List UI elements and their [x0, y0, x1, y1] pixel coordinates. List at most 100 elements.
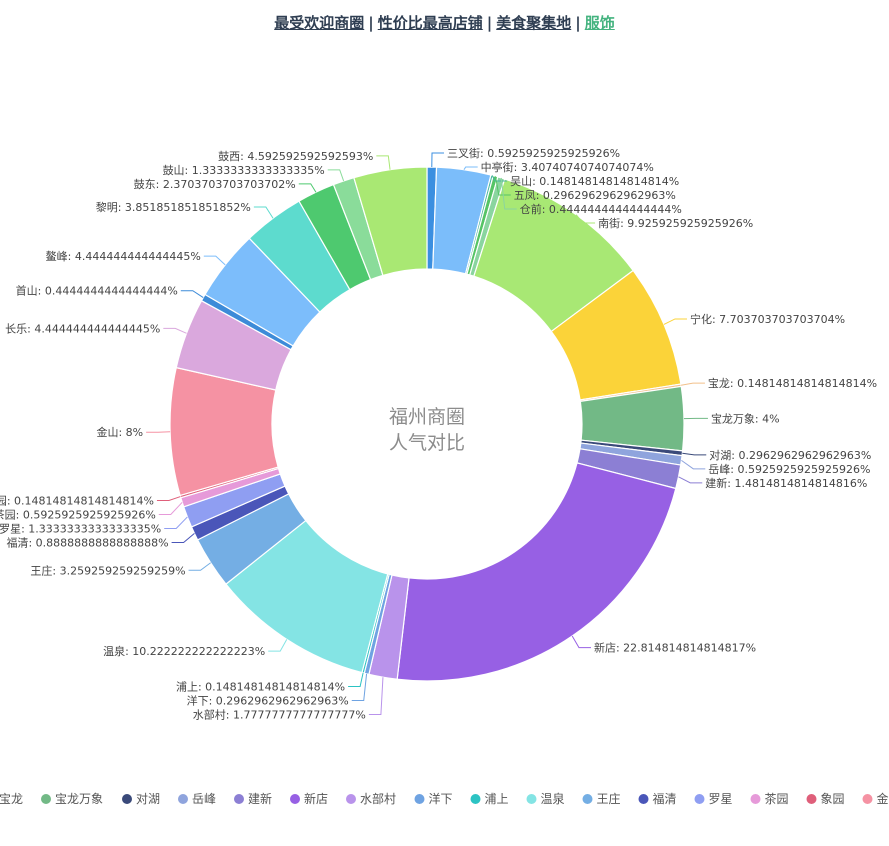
slice-label: 浦上: 0.14814814814814814% [176, 680, 345, 693]
tab-separator: | [368, 14, 374, 32]
label-leader-line [253, 206, 274, 219]
label-leader-line [681, 459, 706, 470]
slice-label: 金山: 8% [96, 425, 143, 439]
label-leader-line [500, 177, 517, 210]
label-leader-line [171, 533, 195, 544]
label-leader-line [680, 382, 705, 386]
label-leader-line [575, 214, 596, 224]
legend-item[interactable]: 福清 [638, 791, 677, 806]
legend-label: 建新 [248, 791, 272, 806]
label-leader-line [351, 673, 368, 701]
slice-label: 宝龙万象: 4% [711, 411, 780, 425]
slice-label: 南街: 9.925925925925926% [598, 216, 753, 230]
legend-label: 宝龙 [0, 792, 23, 806]
slice-label: 鼓东: 2.3703703703703702% [134, 177, 296, 191]
legend-marker [41, 794, 51, 804]
slice-label: 三叉街: 0.5925925925925926% [447, 146, 620, 160]
legend-label: 福清 [653, 791, 677, 806]
slice-label: 洋下: 0.2962962962962963% [187, 693, 349, 707]
slice-label: 宝龙: 0.14814814814814814% [708, 376, 877, 390]
legend-item[interactable]: 象园 [806, 792, 845, 806]
slice-label: 对湖: 0.2962962962962963% [709, 448, 871, 462]
label-leader-line [571, 635, 591, 649]
legend-marker [694, 794, 705, 804]
tab-best-value-shops[interactable]: 性价比最高店铺 [377, 14, 483, 32]
legend-marker [582, 794, 593, 804]
legend-item[interactable]: 茶园 [750, 791, 789, 806]
legend-marker [470, 794, 481, 804]
label-leader-line [678, 476, 703, 484]
tab-food-hub[interactable]: 美食聚集地 [496, 14, 572, 32]
legend-label: 岳峰 [192, 792, 216, 806]
slice-label: 首山: 0.4444444444444444% [16, 284, 178, 298]
slice-label: 象园: 0.14814814814814814% [0, 495, 154, 508]
label-leader-line [348, 672, 364, 687]
legend-item[interactable]: 罗星 [694, 792, 733, 806]
label-leader-line [268, 639, 288, 652]
slice-label: 仓前: 0.4444444444444444% [520, 202, 682, 216]
legend-marker [750, 794, 761, 804]
legend-item[interactable]: 宝龙万象 [41, 792, 103, 806]
label-leader-line [663, 318, 687, 325]
slice-label: 岳峰: 0.5925925925925926% [708, 463, 870, 476]
legend-label: 对湖 [136, 791, 160, 806]
label-leader-line [158, 501, 183, 516]
legend-marker [414, 794, 425, 804]
legend-item[interactable]: 新店 [290, 791, 328, 806]
legend-item[interactable]: 建新 [234, 791, 272, 806]
legend-item[interactable]: 温泉 [526, 792, 565, 806]
slice-label: 五凤: 0.2962962962962963% [514, 189, 676, 202]
label-leader-line [180, 290, 204, 298]
slice-label: 王庄: 3.259259259259259% [30, 563, 185, 577]
tab-popular-districts[interactable]: 最受欢迎商圈 [274, 14, 365, 32]
legend-item[interactable]: 对湖 [122, 791, 160, 806]
tab-separator: | [486, 14, 493, 32]
label-leader-line [431, 152, 445, 168]
legend-label: 金山 [877, 791, 889, 806]
legend-item[interactable]: 浦上 [470, 792, 509, 806]
slice-label: 水部村: 1.7777777777777777% [193, 707, 366, 721]
center-text-line-2: 人气对比 [389, 432, 465, 454]
legend-item[interactable]: 水部村 [346, 791, 396, 806]
slice-label: 温泉: 10.222222222222223% [103, 644, 265, 658]
legend-marker [346, 794, 356, 804]
slice-label: 茶园: 0.5925925925925926% [0, 509, 156, 522]
legend-marker [290, 794, 300, 804]
legend-item[interactable]: 洋下 [414, 791, 453, 806]
tab-separator: | [575, 14, 581, 32]
slice-label: 宁化: 7.703703703703704% [690, 312, 845, 326]
label-leader-line [298, 183, 317, 193]
slice-label: 长乐: 4.444444444444445% [5, 322, 160, 335]
legend-item[interactable]: 王庄 [582, 791, 621, 806]
legend-label: 罗星 [709, 792, 733, 806]
chart-tabs: 最受欢迎商圈 | 性价比最高店铺 | 美食聚集地 | 服饰 [0, 12, 889, 33]
legend-item[interactable]: 岳峰 [178, 792, 216, 806]
legend-label: 宝龙万象 [55, 792, 103, 806]
label-leader-line [156, 496, 181, 502]
legend-marker [122, 794, 132, 804]
slice-label: 新店: 22.814814814814817% [594, 641, 756, 655]
legend-label: 新店 [304, 791, 328, 806]
legend: 宝龙宝龙万象对湖岳峰建新新店水部村洋下浦上温泉王庄福清罗星茶园象园金山长乐 [0, 791, 889, 806]
label-leader-line [491, 175, 508, 182]
slice-label: 黎明: 3.851851851851852% [96, 200, 251, 214]
legend-item[interactable]: 金山 [862, 791, 889, 806]
label-leader-line [327, 169, 345, 182]
legend-marker [178, 794, 188, 804]
legend-label: 王庄 [597, 791, 621, 806]
tab-clothing[interactable]: 服饰 [584, 14, 615, 32]
legend-item[interactable]: 宝龙 [0, 792, 23, 806]
legend-label: 浦上 [485, 792, 509, 806]
slice-label: 鼓西: 4.592592592592593% [218, 149, 373, 163]
label-leader-line [495, 176, 511, 196]
slice-label: 鼓山: 1.3333333333333335% [163, 163, 325, 177]
donut-slice[interactable] [353, 166, 428, 277]
donut-slice[interactable] [396, 462, 677, 682]
legend-marker [862, 794, 873, 804]
label-leader-line [376, 155, 391, 170]
slice-label: 中亭街: 3.4074074074074074% [481, 160, 654, 174]
center-text-line-1: 福州商圈 [389, 406, 465, 428]
legend-label: 象园 [821, 792, 845, 806]
slice-label: 福清: 0.8888888888888888% [6, 536, 168, 550]
